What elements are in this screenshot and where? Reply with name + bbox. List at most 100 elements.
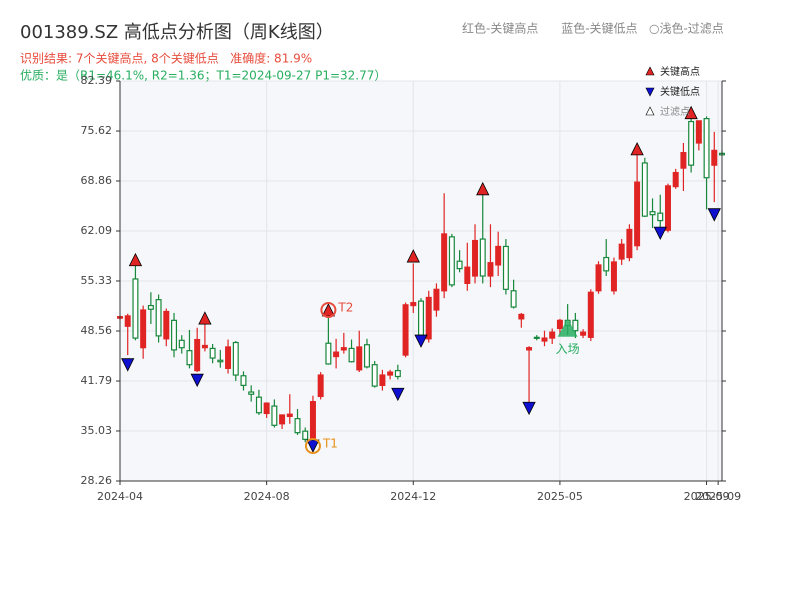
candle-body <box>672 171 679 188</box>
candle-body <box>201 344 208 349</box>
candle-body <box>194 338 201 372</box>
y-tick-label: 68.86 <box>81 174 113 187</box>
candle-body <box>626 228 633 259</box>
key-high-marker <box>684 105 698 120</box>
candle-body <box>618 243 625 260</box>
candle-body <box>356 346 363 371</box>
candle-body <box>711 149 718 166</box>
candle-body <box>248 391 255 395</box>
candle-body <box>541 337 548 342</box>
t1-circle <box>304 437 321 454</box>
candle-body <box>580 331 587 336</box>
legend-label: 关键低点 <box>660 85 700 98</box>
key-high-marker <box>476 181 490 196</box>
candle-body <box>186 350 193 366</box>
y-tick-label: 48.56 <box>81 324 113 337</box>
candle-body <box>394 369 401 378</box>
candle-body <box>410 302 417 307</box>
candle-body <box>225 346 232 369</box>
legend-label: 关键高点 <box>660 65 700 78</box>
candle-body <box>279 414 286 425</box>
candle-body <box>595 264 602 292</box>
candle-body <box>418 300 424 336</box>
candle-body <box>441 233 448 292</box>
t1-label: T1 <box>322 436 338 450</box>
candle-body <box>232 341 239 376</box>
quality-text: 优质：是（R1=46.1%, R2=1.36；T1=2024-09-27 P1=… <box>20 69 386 83</box>
candle-body <box>217 359 224 363</box>
candle-body <box>641 162 648 217</box>
y-tick-label: 82.39 <box>81 74 113 87</box>
candle-body <box>433 288 440 311</box>
candle-body <box>255 396 262 414</box>
candle-body <box>495 245 502 266</box>
candle-body <box>286 413 293 418</box>
y-tick-label: 41.79 <box>81 374 113 387</box>
y-tick-label: 75.62 <box>81 124 113 137</box>
candle-body <box>263 402 270 415</box>
legend-label: 过滤点 <box>660 105 690 118</box>
x-tick-label: 2024-12 <box>390 490 436 503</box>
candle-body <box>472 239 479 277</box>
key-low-marker <box>190 373 204 388</box>
candle-body <box>649 211 656 216</box>
y-tick-label: 35.03 <box>81 424 113 437</box>
candle-body <box>703 118 710 179</box>
candle-body <box>402 304 409 356</box>
legend-filter-icon <box>645 106 655 116</box>
key-high-marker <box>198 311 212 325</box>
candle-body <box>124 315 131 327</box>
marks <box>117 105 725 454</box>
candle-body <box>657 212 664 222</box>
candle-body <box>695 120 702 144</box>
key-low-marker <box>522 401 536 416</box>
header-note: 红色-关键高点 蓝色-关键低点 ○浅色-过滤点 <box>462 21 724 36</box>
candle-body <box>163 310 170 340</box>
candle-body <box>502 245 509 290</box>
candle-body <box>680 152 687 169</box>
candle-body <box>634 181 641 247</box>
t2-label: T2 <box>337 301 353 315</box>
candle-body <box>317 374 324 398</box>
candle-body <box>518 313 525 320</box>
candle-body <box>132 278 139 339</box>
candle-body <box>664 185 671 231</box>
key-high-marker <box>128 252 143 267</box>
candle-body <box>688 120 695 166</box>
candle-body <box>510 290 517 308</box>
candle-body <box>549 331 556 339</box>
candle-body <box>526 347 533 351</box>
candle-body <box>271 405 278 426</box>
x-tick-label: 2025-09 <box>695 490 741 503</box>
candle-body <box>309 401 316 441</box>
candle-body <box>572 319 579 332</box>
candle-body <box>240 375 247 386</box>
candle-body <box>333 351 340 358</box>
candle-body <box>147 304 154 310</box>
entry-label: 入场 <box>556 342 580 356</box>
entry-marker <box>557 318 578 337</box>
candle-body <box>487 262 494 277</box>
candle-body <box>171 319 178 351</box>
key-low-marker <box>707 208 721 222</box>
legend-high-icon <box>645 66 655 76</box>
candle-body <box>178 339 185 349</box>
key-low-marker <box>653 226 667 241</box>
key-high-marker <box>630 142 644 156</box>
candle-body <box>603 256 610 272</box>
key-high-marker <box>406 249 420 263</box>
candle-body <box>479 238 486 277</box>
key-low-marker <box>121 358 135 372</box>
candle-body <box>363 344 370 368</box>
x-tick-label: 2024-08 <box>244 490 290 503</box>
y-tick-label: 28.26 <box>81 474 113 487</box>
candle-body <box>556 319 563 330</box>
candle-body <box>533 336 540 339</box>
candle-body <box>425 296 432 340</box>
legend-low-icon <box>645 87 655 97</box>
candle-body <box>302 430 309 440</box>
candle-body <box>348 347 355 363</box>
candle-body <box>155 299 162 337</box>
y-tick-label: 55.33 <box>81 274 113 287</box>
